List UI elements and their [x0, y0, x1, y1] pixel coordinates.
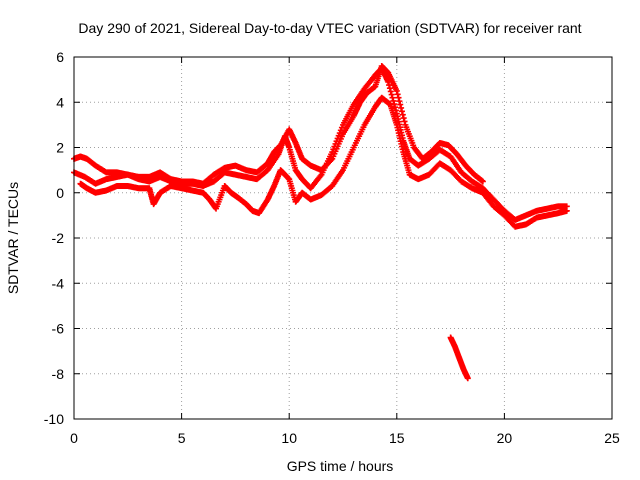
data-point — [393, 87, 400, 94]
data-point — [386, 82, 393, 89]
x-tick-label: 20 — [497, 430, 513, 446]
x-tick-label: 25 — [604, 430, 620, 446]
y-tick-label: 2 — [56, 140, 64, 156]
x-tick-label: 15 — [389, 430, 405, 446]
y-tick-label: -2 — [52, 230, 65, 246]
x-axis-label: GPS time / hours — [287, 458, 394, 474]
grid — [74, 57, 612, 419]
y-tick-label: 4 — [56, 94, 64, 110]
data-point — [464, 375, 471, 382]
series-outlier-segment — [447, 334, 471, 382]
y-tick-label: -10 — [44, 411, 64, 427]
y-tick-label: 6 — [56, 49, 64, 65]
x-tick-label: 5 — [178, 430, 186, 446]
data-point — [563, 207, 570, 214]
data-point — [398, 104, 405, 111]
y-axis-label: SDTVAR / TECUs — [5, 182, 21, 294]
chart-title: Day 290 of 2021, Sidereal Day-to-day VTE… — [78, 20, 581, 36]
data-point — [479, 178, 486, 185]
data-point — [399, 111, 406, 118]
data-point — [397, 101, 404, 108]
data-point — [388, 91, 395, 98]
y-tick-label: 0 — [56, 185, 64, 201]
x-ticks: 0 5 10 15 20 25 — [70, 57, 620, 446]
data-point — [386, 85, 393, 92]
series-trace-main — [71, 65, 570, 223]
y-ticks: -10 -8 -6 -4 -2 0 2 4 6 — [44, 49, 612, 427]
data-point — [396, 98, 403, 105]
data-point — [387, 88, 394, 95]
data-point — [400, 115, 407, 122]
data-point — [389, 94, 396, 101]
data-point — [401, 118, 408, 125]
y-tick-label: -8 — [52, 366, 65, 382]
data-point — [390, 97, 397, 104]
data-point — [395, 94, 402, 101]
x-tick-label: 0 — [70, 430, 78, 446]
data-point — [328, 156, 335, 163]
x-tick-label: 10 — [281, 430, 297, 446]
plot-points — [71, 63, 570, 382]
y-tick-label: -4 — [52, 275, 65, 291]
data-point — [285, 175, 292, 182]
y-tick-label: -6 — [52, 321, 65, 337]
data-point — [398, 108, 405, 115]
data-point — [394, 91, 401, 98]
series-trace-lower — [77, 94, 570, 230]
series-trace-upper — [71, 63, 486, 187]
